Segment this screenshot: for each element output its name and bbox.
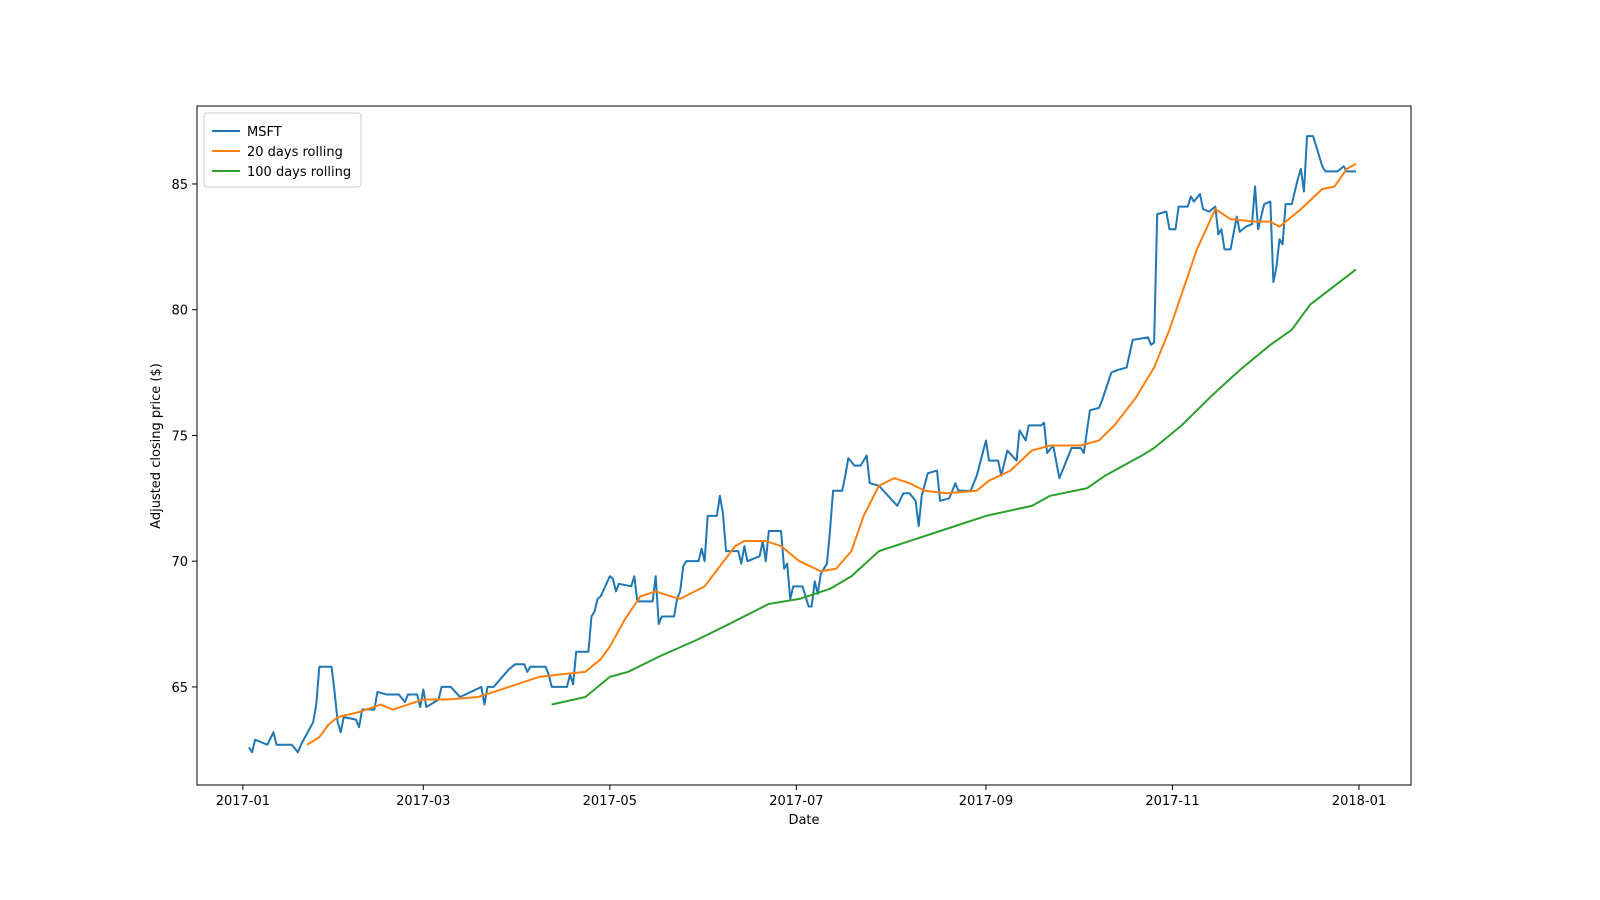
y-tick-label: 65 bbox=[171, 681, 188, 696]
legend-label: 20 days rolling bbox=[247, 145, 343, 160]
legend-label: MSFT bbox=[247, 125, 282, 140]
series-line bbox=[551, 268, 1357, 706]
x-tick-label: 2017-07 bbox=[769, 794, 823, 809]
y-tick-label: 70 bbox=[171, 555, 188, 570]
y-tick-label: 75 bbox=[171, 429, 188, 444]
legend-label: 100 days rolling bbox=[247, 165, 351, 180]
y-axis-label: Adjusted closing price ($) bbox=[149, 363, 164, 529]
legend-box bbox=[203, 112, 362, 188]
x-tick-label: 2017-05 bbox=[583, 794, 637, 809]
x-tick-label: 2018-01 bbox=[1332, 794, 1386, 809]
y-tick-label: 85 bbox=[171, 178, 188, 193]
plot-frame bbox=[196, 105, 1412, 786]
x-tick-label: 2017-09 bbox=[959, 794, 1013, 809]
x-tick-label: 2017-01 bbox=[216, 794, 270, 809]
x-tick-label: 2017-03 bbox=[396, 794, 450, 809]
y-tick-label: 80 bbox=[171, 304, 188, 319]
series-line bbox=[306, 162, 1357, 746]
x-axis-label: Date bbox=[788, 813, 819, 828]
x-tick-label: 2017-11 bbox=[1145, 794, 1199, 809]
